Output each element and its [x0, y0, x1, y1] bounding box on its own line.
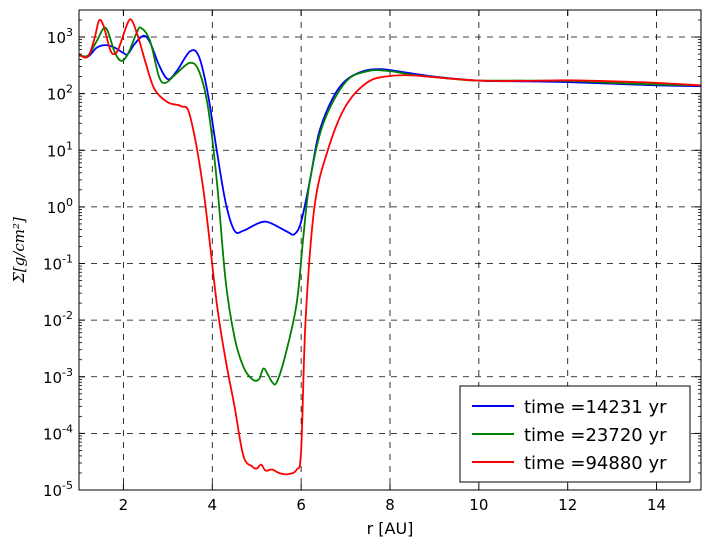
- y-tick-label: 10-3: [43, 366, 73, 387]
- x-tick-label: 10: [469, 496, 488, 514]
- legend-label-1: time =14231 yr: [524, 397, 667, 418]
- y-tick-labels: 10-5 10-4 10-3 10-2 10-1 100 101 102 103: [43, 26, 73, 500]
- y-tick-label: 10-1: [43, 253, 73, 274]
- y-tick-label: 10-4: [43, 422, 73, 443]
- y-tick-label: 10-5: [43, 479, 73, 500]
- legend: time =14231 yr time =23720 yr time =94880 …: [459, 385, 691, 483]
- y-tick-label: 101: [47, 139, 73, 160]
- series-layer: [79, 18, 701, 476]
- series-line-1: [79, 34, 701, 236]
- legend-label-3: time =94880 yr: [524, 453, 667, 474]
- axis-ticks: [79, 9, 701, 491]
- y-axis-label: Σ[g/cm²]: [10, 217, 28, 284]
- x-axis-label: r [AU]: [367, 519, 414, 538]
- x-tick-label: 12: [558, 496, 577, 514]
- y-tick-label: 102: [47, 83, 73, 104]
- y-tick-label: 100: [47, 196, 73, 217]
- y-tick-label: 103: [47, 26, 73, 47]
- x-tick-labels: 2 4 6 8 10 12 14: [119, 496, 666, 514]
- series-line-3: [79, 18, 701, 476]
- legend-label-2: time =23720 yr: [524, 425, 667, 446]
- x-tick-label: 8: [385, 496, 395, 514]
- y-tick-label: 10-2: [43, 309, 73, 330]
- x-tick-label: 4: [208, 496, 218, 514]
- x-tick-label: 2: [119, 496, 129, 514]
- x-tick-label: 6: [296, 496, 306, 514]
- x-tick-label: 14: [647, 496, 666, 514]
